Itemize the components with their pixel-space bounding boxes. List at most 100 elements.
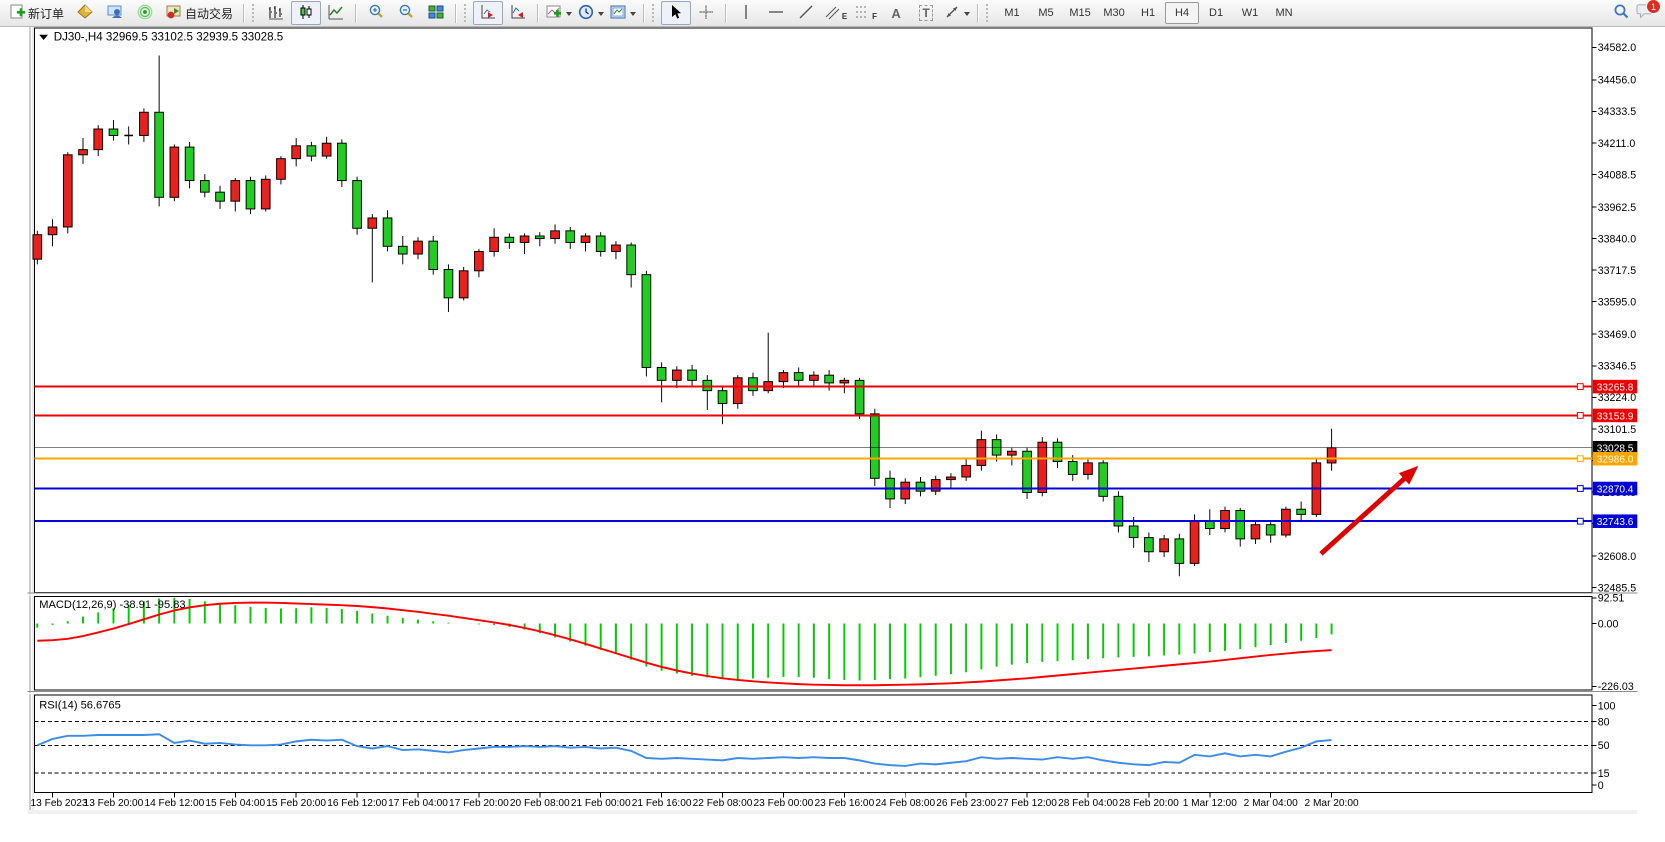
line-handle[interactable]: [1576, 383, 1584, 390]
chart-canvas[interactable]: 34582.0 34456.0 34333.5 34211.0 34088.5 33962…: [0, 27, 1665, 842]
zoom-out-button[interactable]: [391, 1, 421, 25]
tf-button-m15[interactable]: M15: [1069, 7, 1091, 19]
tf-button-m30[interactable]: M30: [1103, 7, 1125, 19]
new-order-button[interactable]: 新订单: [4, 1, 70, 25]
x-axis-label: 22 Feb 08:00: [693, 798, 753, 809]
candlestick-chart-button[interactable]: [291, 1, 322, 25]
text-label-tool[interactable]: T: [911, 1, 941, 25]
candle-body: [504, 236, 515, 243]
cursor-button[interactable]: [661, 1, 692, 25]
y-axis-label: 33346.5: [1598, 361, 1636, 373]
vertical-line-tool[interactable]: [731, 1, 761, 25]
candle-body: [428, 240, 439, 270]
arrows-tool[interactable]: [941, 1, 973, 25]
candle-body: [1052, 441, 1063, 463]
price-label-box: [1592, 481, 1638, 496]
toolbar-separator: [725, 3, 728, 23]
toolbar-separator: [537, 3, 540, 23]
horizontal-line-tool[interactable]: [761, 1, 791, 25]
candle-body: [915, 481, 926, 492]
new-order-label: 新订单: [28, 6, 65, 21]
indicators-button[interactable]: [543, 1, 575, 25]
new-order-icon: [10, 4, 25, 22]
candlestick-icon: [298, 4, 314, 23]
tf-button-m5[interactable]: M5: [1038, 7, 1054, 19]
candle-body: [702, 379, 713, 392]
toolbar-right-group: 1: [1612, 0, 1661, 24]
candle-body: [413, 240, 423, 255]
rsi-axis-label: 15: [1598, 768, 1610, 780]
candle-body: [199, 180, 210, 193]
x-axis-label: 20 Feb 08:00: [510, 798, 570, 809]
line-handle[interactable]: [1576, 517, 1584, 525]
main-price-panel: [33, 27, 1593, 594]
candle-body: [215, 191, 225, 202]
chart-dropdown-triangle[interactable]: [39, 34, 48, 41]
chart-shift-button[interactable]: [503, 1, 533, 25]
tile-windows-button[interactable]: [421, 1, 451, 25]
candle-body: [47, 226, 58, 236]
tf-button-mn[interactable]: MN: [1275, 7, 1293, 19]
candle-body: [1250, 524, 1261, 540]
periods-button[interactable]: [575, 1, 607, 25]
candle-body: [260, 178, 271, 210]
candle-body: [534, 235, 545, 240]
candle-body: [580, 235, 591, 243]
candle-body: [489, 236, 499, 252]
candle-body: [1007, 450, 1017, 456]
trendline-tool[interactable]: [791, 1, 821, 25]
fibonacci-tool[interactable]: F: [851, 1, 881, 25]
candle-body: [778, 372, 789, 383]
templates-button[interactable]: [607, 1, 639, 25]
tf-button-h1[interactable]: H1: [1141, 7, 1156, 19]
bar-chart-button[interactable]: [261, 1, 291, 25]
signal-icon: [137, 4, 153, 22]
candle-body: [672, 369, 682, 381]
candle-body: [1235, 510, 1246, 540]
line-handle[interactable]: [1576, 412, 1584, 419]
tf-button-d1[interactable]: D1: [1209, 7, 1224, 19]
auto-scroll-button[interactable]: [473, 1, 504, 25]
candle-body: [656, 366, 667, 381]
rsi-title: RSI(14) 56.6765: [39, 700, 121, 712]
autotrading-button[interactable]: 自动交易: [160, 1, 239, 25]
y-axis-label: 32608.0: [1598, 551, 1636, 563]
zoom-in-button[interactable]: [361, 1, 391, 25]
x-axis-label: 15 Feb 20:00: [266, 798, 326, 809]
x-axis-label: 13 Feb 20:00: [84, 798, 144, 809]
toolbar-separator: [355, 3, 358, 23]
y-axis-label: 33595.0: [1598, 297, 1636, 309]
candle-body: [474, 250, 484, 272]
candle-body: [565, 230, 576, 243]
market-watch-button[interactable]: [100, 1, 130, 25]
candle-body: [961, 464, 971, 478]
line-handle[interactable]: [1576, 455, 1584, 463]
candle-body: [809, 374, 819, 381]
trend-arrow-line[interactable]: [1319, 471, 1412, 556]
candle-body: [276, 158, 286, 180]
crosshair-button[interactable]: [691, 1, 721, 25]
candle-body: [32, 234, 43, 260]
channel-tool[interactable]: E: [821, 1, 851, 25]
crosshair-icon: [698, 4, 714, 23]
chevron-down-icon: [598, 11, 605, 19]
history-center-button[interactable]: [70, 1, 100, 25]
y-axis-label: 33717.5: [1598, 265, 1636, 277]
signals-button[interactable]: [130, 1, 160, 25]
candle-body: [139, 111, 149, 136]
tf-button-h4[interactable]: H4: [1165, 2, 1200, 24]
x-axis-label: 2 Mar 04:00: [1244, 798, 1298, 809]
search-icon[interactable]: [1612, 3, 1630, 24]
chat-button[interactable]: 1: [1636, 0, 1661, 23]
y-axis-label: 33469.0: [1598, 329, 1636, 341]
chart-title: DJ30-,H4 32969.5 33102.5 32939.5 33028.5: [54, 31, 283, 44]
text-tool[interactable]: A: [881, 1, 911, 25]
tf-button-m1[interactable]: M1: [1004, 7, 1020, 19]
tf-button-w1[interactable]: W1: [1241, 7, 1259, 19]
line-chart-button[interactable]: [321, 1, 351, 25]
main-toolbar: 新订单 自动交易: [0, 0, 1665, 27]
trend-arrow-head[interactable]: [1398, 465, 1419, 485]
line-handle[interactable]: [1576, 485, 1584, 492]
bottom-strip: [27, 810, 1638, 814]
candle-body: [62, 154, 73, 228]
